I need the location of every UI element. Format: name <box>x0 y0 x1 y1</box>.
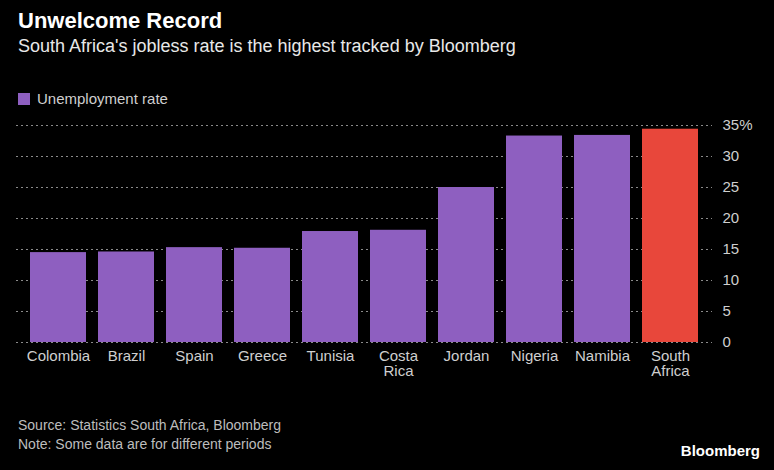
svg-text:Nigeria: Nigeria <box>511 347 559 364</box>
html-text:South Africa's jobless rate is: South Africa's jobless rate is the highe… <box>18 36 516 56</box>
svg-text:30: 30 <box>723 147 740 164</box>
svg-text:Tunisia: Tunisia <box>307 347 355 364</box>
svg-text:25: 25 <box>723 178 740 195</box>
svg-text:Brazil: Brazil <box>108 347 146 364</box>
svg-text:CostaRica: CostaRica <box>379 347 419 379</box>
svg-text:Greece: Greece <box>238 347 287 364</box>
svg-text:15: 15 <box>723 240 740 257</box>
svg-text:35%: 35% <box>723 116 753 133</box>
svg-text:Namibia: Namibia <box>575 347 631 364</box>
html-text:Unwelcome Record: Unwelcome Record <box>18 8 223 33</box>
svg-text:0: 0 <box>723 333 731 350</box>
html-text:Note: Some data are for differ: Note: Some data are for different period… <box>18 436 272 452</box>
html-text:Unemployment rate: Unemployment rate <box>37 90 168 107</box>
svg-text:Colombia: Colombia <box>27 347 91 364</box>
svg-text:10: 10 <box>723 271 740 288</box>
html-text:Source: Statistics South Afric: Source: Statistics South Africa, Bloombe… <box>18 417 281 433</box>
svg-text:20: 20 <box>723 209 740 226</box>
html-text:Bloomberg: Bloomberg <box>680 442 760 459</box>
svg-text:5: 5 <box>723 302 731 319</box>
svg-text:Jordan: Jordan <box>444 347 490 364</box>
svg-text:SouthAfrica: SouthAfrica <box>651 347 690 379</box>
svg-text:Spain: Spain <box>175 347 213 364</box>
